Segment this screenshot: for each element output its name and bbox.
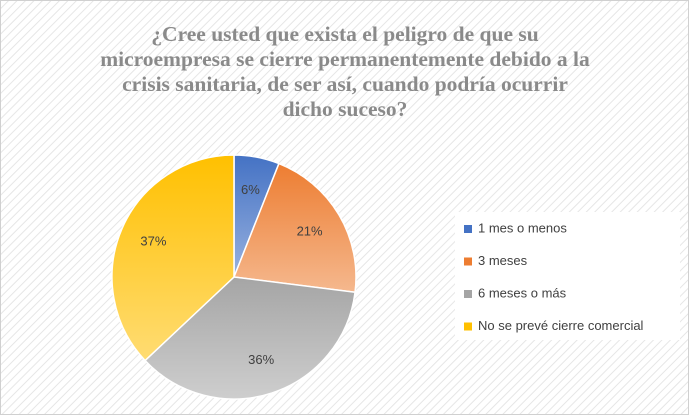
data-label: 21% [297, 224, 323, 239]
legend-label: 6 meses o más [478, 285, 567, 300]
data-label: 36% [248, 352, 274, 367]
pie-slice [232, 162, 357, 294]
pie-slice [111, 154, 235, 362]
legend-swatch [464, 322, 472, 331]
legend-label: 1 mes o menos [478, 220, 567, 235]
data-label: 6% [241, 182, 260, 197]
data-label: 37% [140, 234, 166, 249]
chart-title: ¿Cree usted que exista el peligro de que… [100, 22, 590, 121]
legend-label: No se prevé cierre comercial [478, 318, 644, 333]
legend-label: 3 meses [478, 253, 528, 268]
pie-slice [144, 276, 356, 400]
legend-swatch [464, 290, 472, 298]
legend-swatch [464, 257, 472, 266]
legend-box [455, 212, 680, 340]
legend-swatch [464, 225, 472, 233]
